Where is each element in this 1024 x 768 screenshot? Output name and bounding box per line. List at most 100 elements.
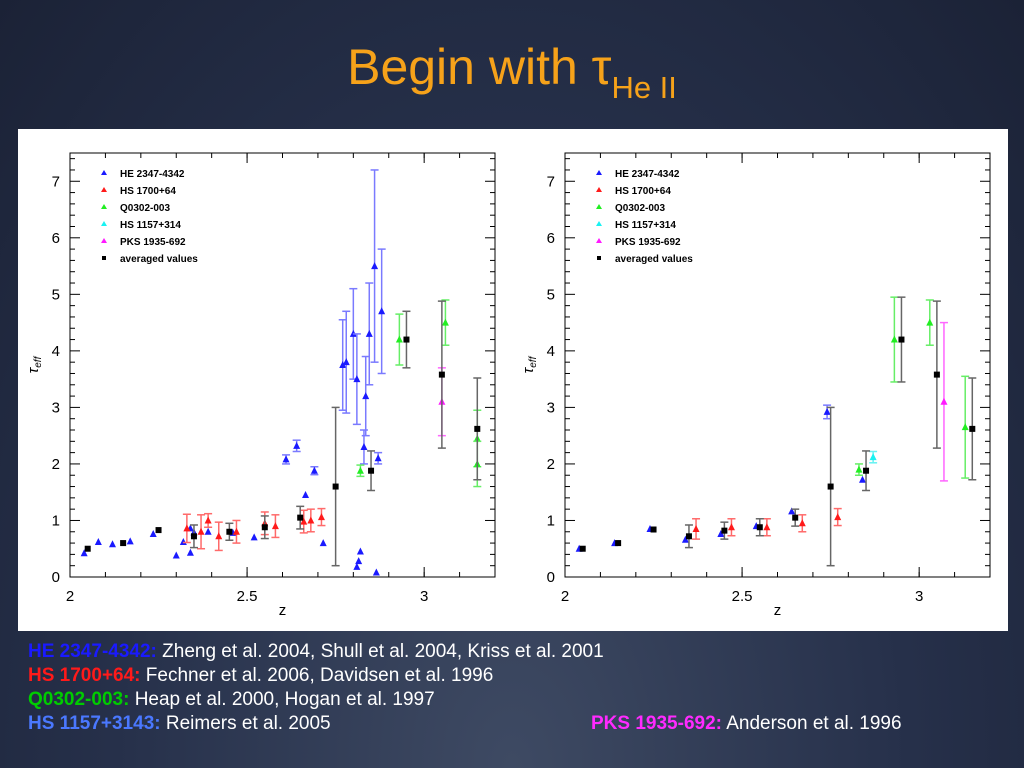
y-tick-label: 4 [52,343,60,360]
data-point [250,533,258,541]
legend-label: PKS 1935-692 [120,237,186,248]
data-point [834,513,842,521]
data-point [300,517,308,525]
data-point [365,329,373,337]
y-tick-label: 1 [52,512,60,529]
data-point [863,467,870,474]
data-point [869,453,877,461]
reference-text: Heap et al. 2000, Hogan et al. 1997 [134,689,435,710]
legend-marker [102,256,106,260]
y-tick-label: 5 [547,286,555,303]
references: HE 2347-4342: Zheng et al. 2004, Shull e… [28,640,988,736]
data-point [969,425,976,432]
data-point [319,539,327,547]
data-point [827,483,834,490]
reference-text: Reimers et al. 2005 [165,713,331,734]
data-point [261,524,268,531]
data-point [332,483,339,490]
reference-text: Anderson et al. 1996 [726,713,902,734]
data-point [692,524,700,532]
reference-hs1157: HS 1157+3143: Reimers et al. 2005 PKS 19… [28,712,988,736]
legend-marker [596,187,602,192]
data-point [579,545,586,552]
data-point [356,547,364,555]
x-tick-label: 2 [66,588,74,605]
y-tick-label: 7 [547,173,555,190]
data-point [940,397,948,405]
legend-label: averaged values [120,254,198,265]
chart-right: 0 1 2 3 4 5 6 7 2 2.5 3 z τeff HE 2347-4342 HS 1700+64… [520,152,991,619]
data-point [339,361,347,368]
reference-text: Fechner et al. 2006, Davidsen et al. 199… [145,665,494,686]
data-point [371,262,379,270]
data-point [282,455,290,463]
data-point [721,527,728,534]
x-tick-label: 3 [420,588,428,605]
data-point [302,491,310,499]
data-point [378,307,386,315]
plot-frame [69,152,496,578]
y-tick-label: 2 [547,456,555,473]
data-point [126,537,134,545]
legend-marker [596,204,602,209]
y-tick-label: 1 [547,512,555,529]
legend-marker [101,170,107,175]
data-point [297,514,304,521]
legend-marker [596,221,602,226]
data-point [293,441,301,449]
data-layer [575,296,977,567]
x-tick-label: 2.5 [237,588,258,605]
slide-title: Begin with τHe II [0,38,1024,106]
data-point [360,442,368,450]
legend-label: HE 2347-4342 [120,169,185,180]
data-point [650,526,657,533]
x-axis-label: z [279,602,287,619]
y-tick-label: 0 [52,569,60,586]
data-point [403,336,410,343]
legend-marker [101,187,107,192]
legend-label: HS 1700+64 [615,186,671,197]
data-point [94,537,102,545]
data-point [271,522,279,530]
data-point [204,527,212,535]
data-point [317,513,325,521]
reference-name: HS 1157+3143: [28,713,161,734]
data-point [172,551,180,559]
reference-q0302: Q0302-003: Heap et al. 2000, Hogan et al… [28,688,988,712]
data-point [681,535,689,543]
data-point [823,407,831,415]
data-point [372,568,380,576]
data-point [356,466,364,474]
legend-label: HS 1157+314 [615,220,676,231]
data-point [362,392,370,400]
data-point [788,507,796,515]
reference-hs1700: HS 1700+64: Fechner et al. 2006, Davidse… [28,664,988,688]
reference-name: Q0302-003: [28,689,130,710]
legend-marker [101,204,107,209]
data-point [717,530,725,538]
data-point [395,335,403,343]
y-tick-label: 2 [52,456,60,473]
legend-label: HS 1700+64 [120,186,176,197]
data-point [149,530,157,538]
y-tick-label: 6 [52,230,60,247]
y-tick-label: 5 [52,286,60,303]
x-tick-label: 3 [915,588,923,605]
data-point [792,514,799,521]
y-axis-label-sub: eff [33,355,44,367]
data-point [859,475,866,483]
data-point [80,549,88,557]
data-point [307,516,315,524]
data-point [798,519,806,527]
data-point [353,375,361,383]
legend-marker [101,238,107,243]
legend-marker [596,238,602,243]
x-axis-label: z [774,602,782,619]
data-point [727,523,735,531]
data-point [186,548,194,556]
x-tick-label: 2.5 [732,588,753,605]
data-point [355,557,363,565]
y-axis-label: τeff [25,355,44,373]
data-point [84,545,91,552]
title-main: Begin with τ [347,39,612,95]
